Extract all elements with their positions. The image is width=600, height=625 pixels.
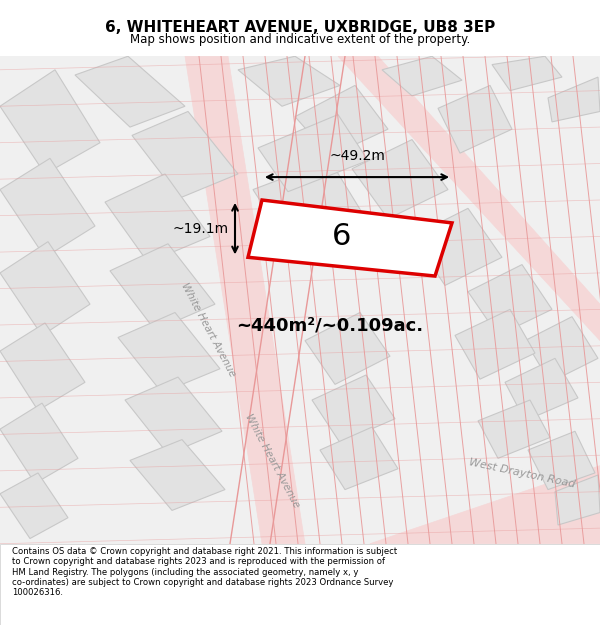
Polygon shape	[312, 375, 395, 442]
Polygon shape	[320, 427, 398, 489]
Text: Map shows position and indicative extent of the property.: Map shows position and indicative extent…	[130, 32, 470, 46]
Polygon shape	[370, 466, 600, 544]
Polygon shape	[478, 400, 550, 458]
Polygon shape	[0, 56, 600, 544]
Polygon shape	[455, 309, 535, 379]
Polygon shape	[505, 358, 578, 421]
Polygon shape	[412, 208, 502, 286]
Polygon shape	[258, 114, 368, 192]
Polygon shape	[125, 377, 222, 454]
Polygon shape	[0, 403, 78, 483]
Polygon shape	[338, 56, 600, 341]
Polygon shape	[382, 56, 462, 96]
Text: 6, WHITEHEART AVENUE, UXBRIDGE, UB8 3EP: 6, WHITEHEART AVENUE, UXBRIDGE, UB8 3EP	[105, 20, 495, 35]
Polygon shape	[253, 161, 362, 239]
Polygon shape	[548, 77, 600, 122]
Polygon shape	[295, 86, 388, 156]
Polygon shape	[110, 244, 215, 330]
Text: West Drayton Road: West Drayton Road	[468, 457, 576, 489]
Polygon shape	[248, 200, 452, 276]
Polygon shape	[438, 86, 512, 153]
Polygon shape	[0, 473, 68, 539]
Polygon shape	[0, 242, 90, 336]
Polygon shape	[105, 174, 210, 262]
Polygon shape	[492, 56, 562, 91]
Text: ~440m²/~0.109ac.: ~440m²/~0.109ac.	[236, 316, 424, 334]
Polygon shape	[305, 312, 390, 384]
Text: Contains OS data © Crown copyright and database right 2021. This information is : Contains OS data © Crown copyright and d…	[12, 547, 397, 598]
Text: White Heart Avenue: White Heart Avenue	[243, 412, 301, 509]
Polygon shape	[75, 56, 185, 127]
Polygon shape	[118, 312, 220, 392]
Polygon shape	[555, 475, 600, 525]
Text: ~49.2m: ~49.2m	[329, 149, 385, 162]
Polygon shape	[132, 111, 238, 198]
Polygon shape	[352, 139, 448, 219]
Polygon shape	[185, 56, 305, 544]
Text: ~19.1m: ~19.1m	[173, 222, 229, 236]
Polygon shape	[0, 323, 85, 411]
Polygon shape	[130, 439, 225, 511]
Polygon shape	[238, 56, 340, 106]
Text: White Heart Avenue: White Heart Avenue	[179, 281, 237, 379]
Polygon shape	[0, 70, 100, 174]
Polygon shape	[528, 431, 595, 489]
Polygon shape	[0, 158, 95, 258]
Polygon shape	[525, 317, 598, 382]
Polygon shape	[468, 264, 552, 336]
Text: 6: 6	[332, 222, 352, 251]
